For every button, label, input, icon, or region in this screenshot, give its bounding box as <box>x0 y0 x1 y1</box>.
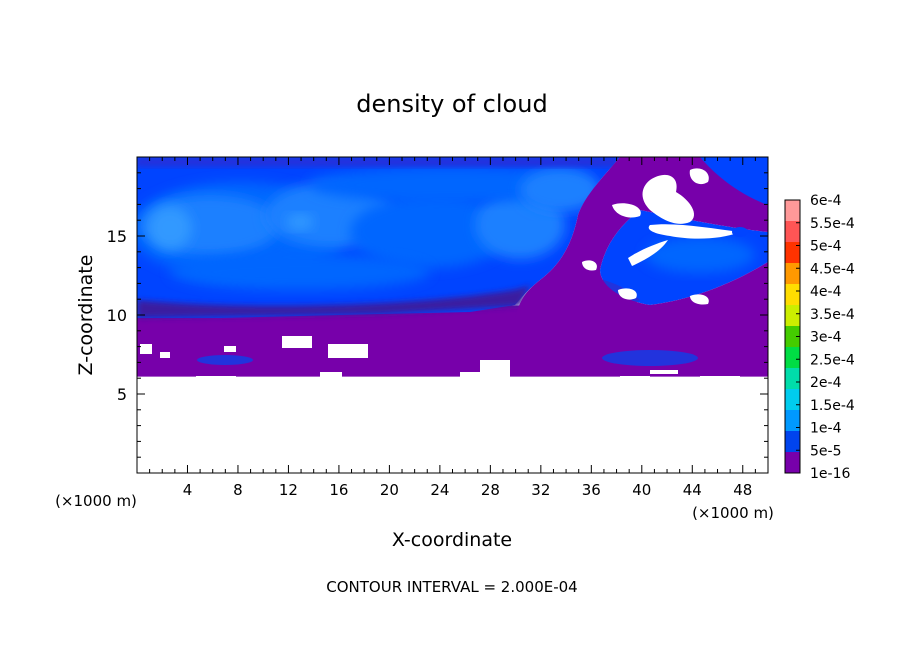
cloud-gap <box>650 370 678 374</box>
colorbar-swatch <box>785 410 800 432</box>
colorbar-label: 1e-4 <box>810 421 842 437</box>
colorbar-swatch <box>785 431 800 453</box>
colorbar-label: 5e-4 <box>810 239 842 255</box>
cloud-gap <box>620 376 650 382</box>
cloud-gap <box>612 203 641 218</box>
y-axis-label: Z-coordinate <box>75 255 97 376</box>
upper-cloud-lobe <box>700 157 768 205</box>
purple-intrusion <box>515 157 768 318</box>
cloud-gap <box>224 346 236 352</box>
x-tick-label: 36 <box>582 481 601 499</box>
cloud-gap <box>582 260 597 271</box>
density-streak <box>602 350 698 366</box>
cloud-gap <box>460 372 500 382</box>
cloud-gap <box>160 352 170 358</box>
colorbar-swatch <box>785 368 800 390</box>
colorbar-swatch <box>785 452 800 474</box>
contour-interval-note: CONTOUR INTERVAL = 2.000E-04 <box>326 578 577 596</box>
x-tick-label: 12 <box>279 481 298 499</box>
y-axis-tick-labels: 5 10 15 <box>107 227 127 404</box>
x-tick-label: 24 <box>430 481 449 499</box>
colorbar-swatch <box>785 242 800 264</box>
x-axis-ticks <box>149 157 756 473</box>
colorbar-swatch <box>785 305 800 327</box>
x-tick-label: 28 <box>481 481 500 499</box>
x-tick-label: 4 <box>183 481 193 499</box>
colorbar-label: 1e-16 <box>810 466 850 482</box>
x-tick-label: 44 <box>683 481 702 499</box>
cloud-gap <box>690 294 709 305</box>
y-axis-unit: (×1000 m) <box>55 492 137 510</box>
density-blob <box>286 214 314 230</box>
x-tick-label: 32 <box>531 481 550 499</box>
cloud-gap <box>689 168 709 185</box>
colorbar-swatch <box>785 200 800 222</box>
x-tick-label: 16 <box>329 481 348 499</box>
density-streak <box>197 355 253 365</box>
colorbar-label: 6e-4 <box>810 193 842 209</box>
x-axis-tick-labels: 4 8 12 16 20 24 28 32 36 40 44 48 <box>183 481 753 499</box>
colorbar-swatch <box>785 389 800 411</box>
x-tick-label: 20 <box>380 481 399 499</box>
colorbar-label: 2e-4 <box>810 375 842 391</box>
colorbar-label: 4.5e-4 <box>810 261 855 277</box>
density-blob <box>170 254 430 290</box>
cloud-gap <box>140 344 152 354</box>
colorbar-label: 1.5e-4 <box>810 398 855 414</box>
cloud-gap <box>328 344 368 358</box>
contour-field <box>137 157 768 473</box>
cloud-gap <box>340 378 400 384</box>
cloud-gap <box>700 376 740 382</box>
x-tick-label: 8 <box>233 481 243 499</box>
colorbar-label: 2.5e-4 <box>810 352 855 368</box>
colorbar-swatch <box>785 347 800 369</box>
x-axis-label: X-coordinate <box>392 529 512 551</box>
colorbar-label: 4e-4 <box>810 284 842 300</box>
y-tick-label: 10 <box>107 306 127 325</box>
colorbar: 6e-4 5.5e-4 5e-4 4.5e-4 4e-4 3.5e-4 3e-4 2.5e-4… <box>784 193 855 482</box>
cloud-gap <box>628 240 668 266</box>
x-axis-unit: (×1000 m) <box>692 504 774 522</box>
density-blob <box>148 206 192 250</box>
chart-title: density of cloud <box>356 90 547 118</box>
colorbar-swatch <box>785 263 800 285</box>
cloud-base-band <box>137 285 530 318</box>
colorbar-label: 3.5e-4 <box>810 307 855 323</box>
density-streak <box>137 157 617 167</box>
cloud-gap <box>300 380 330 386</box>
cloud-gap <box>320 372 342 382</box>
y-tick-label: 15 <box>107 227 127 246</box>
density-blob <box>310 167 590 203</box>
y-tick-label: 5 <box>117 385 127 404</box>
x-tick-label: 48 <box>733 481 752 499</box>
colorbar-swatch <box>785 284 800 306</box>
x-tick-label: 40 <box>632 481 651 499</box>
density-blob <box>732 227 748 237</box>
cloud-gap <box>196 376 236 384</box>
cloud-gap <box>560 380 600 384</box>
density-blob <box>645 237 755 273</box>
cloud-gap <box>618 288 637 300</box>
cloud-gap <box>642 174 695 224</box>
density-blob <box>350 196 510 268</box>
colorbar-swatch <box>785 221 800 243</box>
cloud-gap <box>282 336 312 348</box>
colorbar-label: 3e-4 <box>810 330 842 346</box>
colorbar-label: 5e-5 <box>810 443 841 459</box>
cloud-gap <box>648 224 740 239</box>
colorbar-label: 5.5e-4 <box>810 216 855 232</box>
y-axis-ticks <box>137 172 768 458</box>
colorbar-swatch <box>785 326 800 348</box>
density-blob <box>520 168 600 212</box>
